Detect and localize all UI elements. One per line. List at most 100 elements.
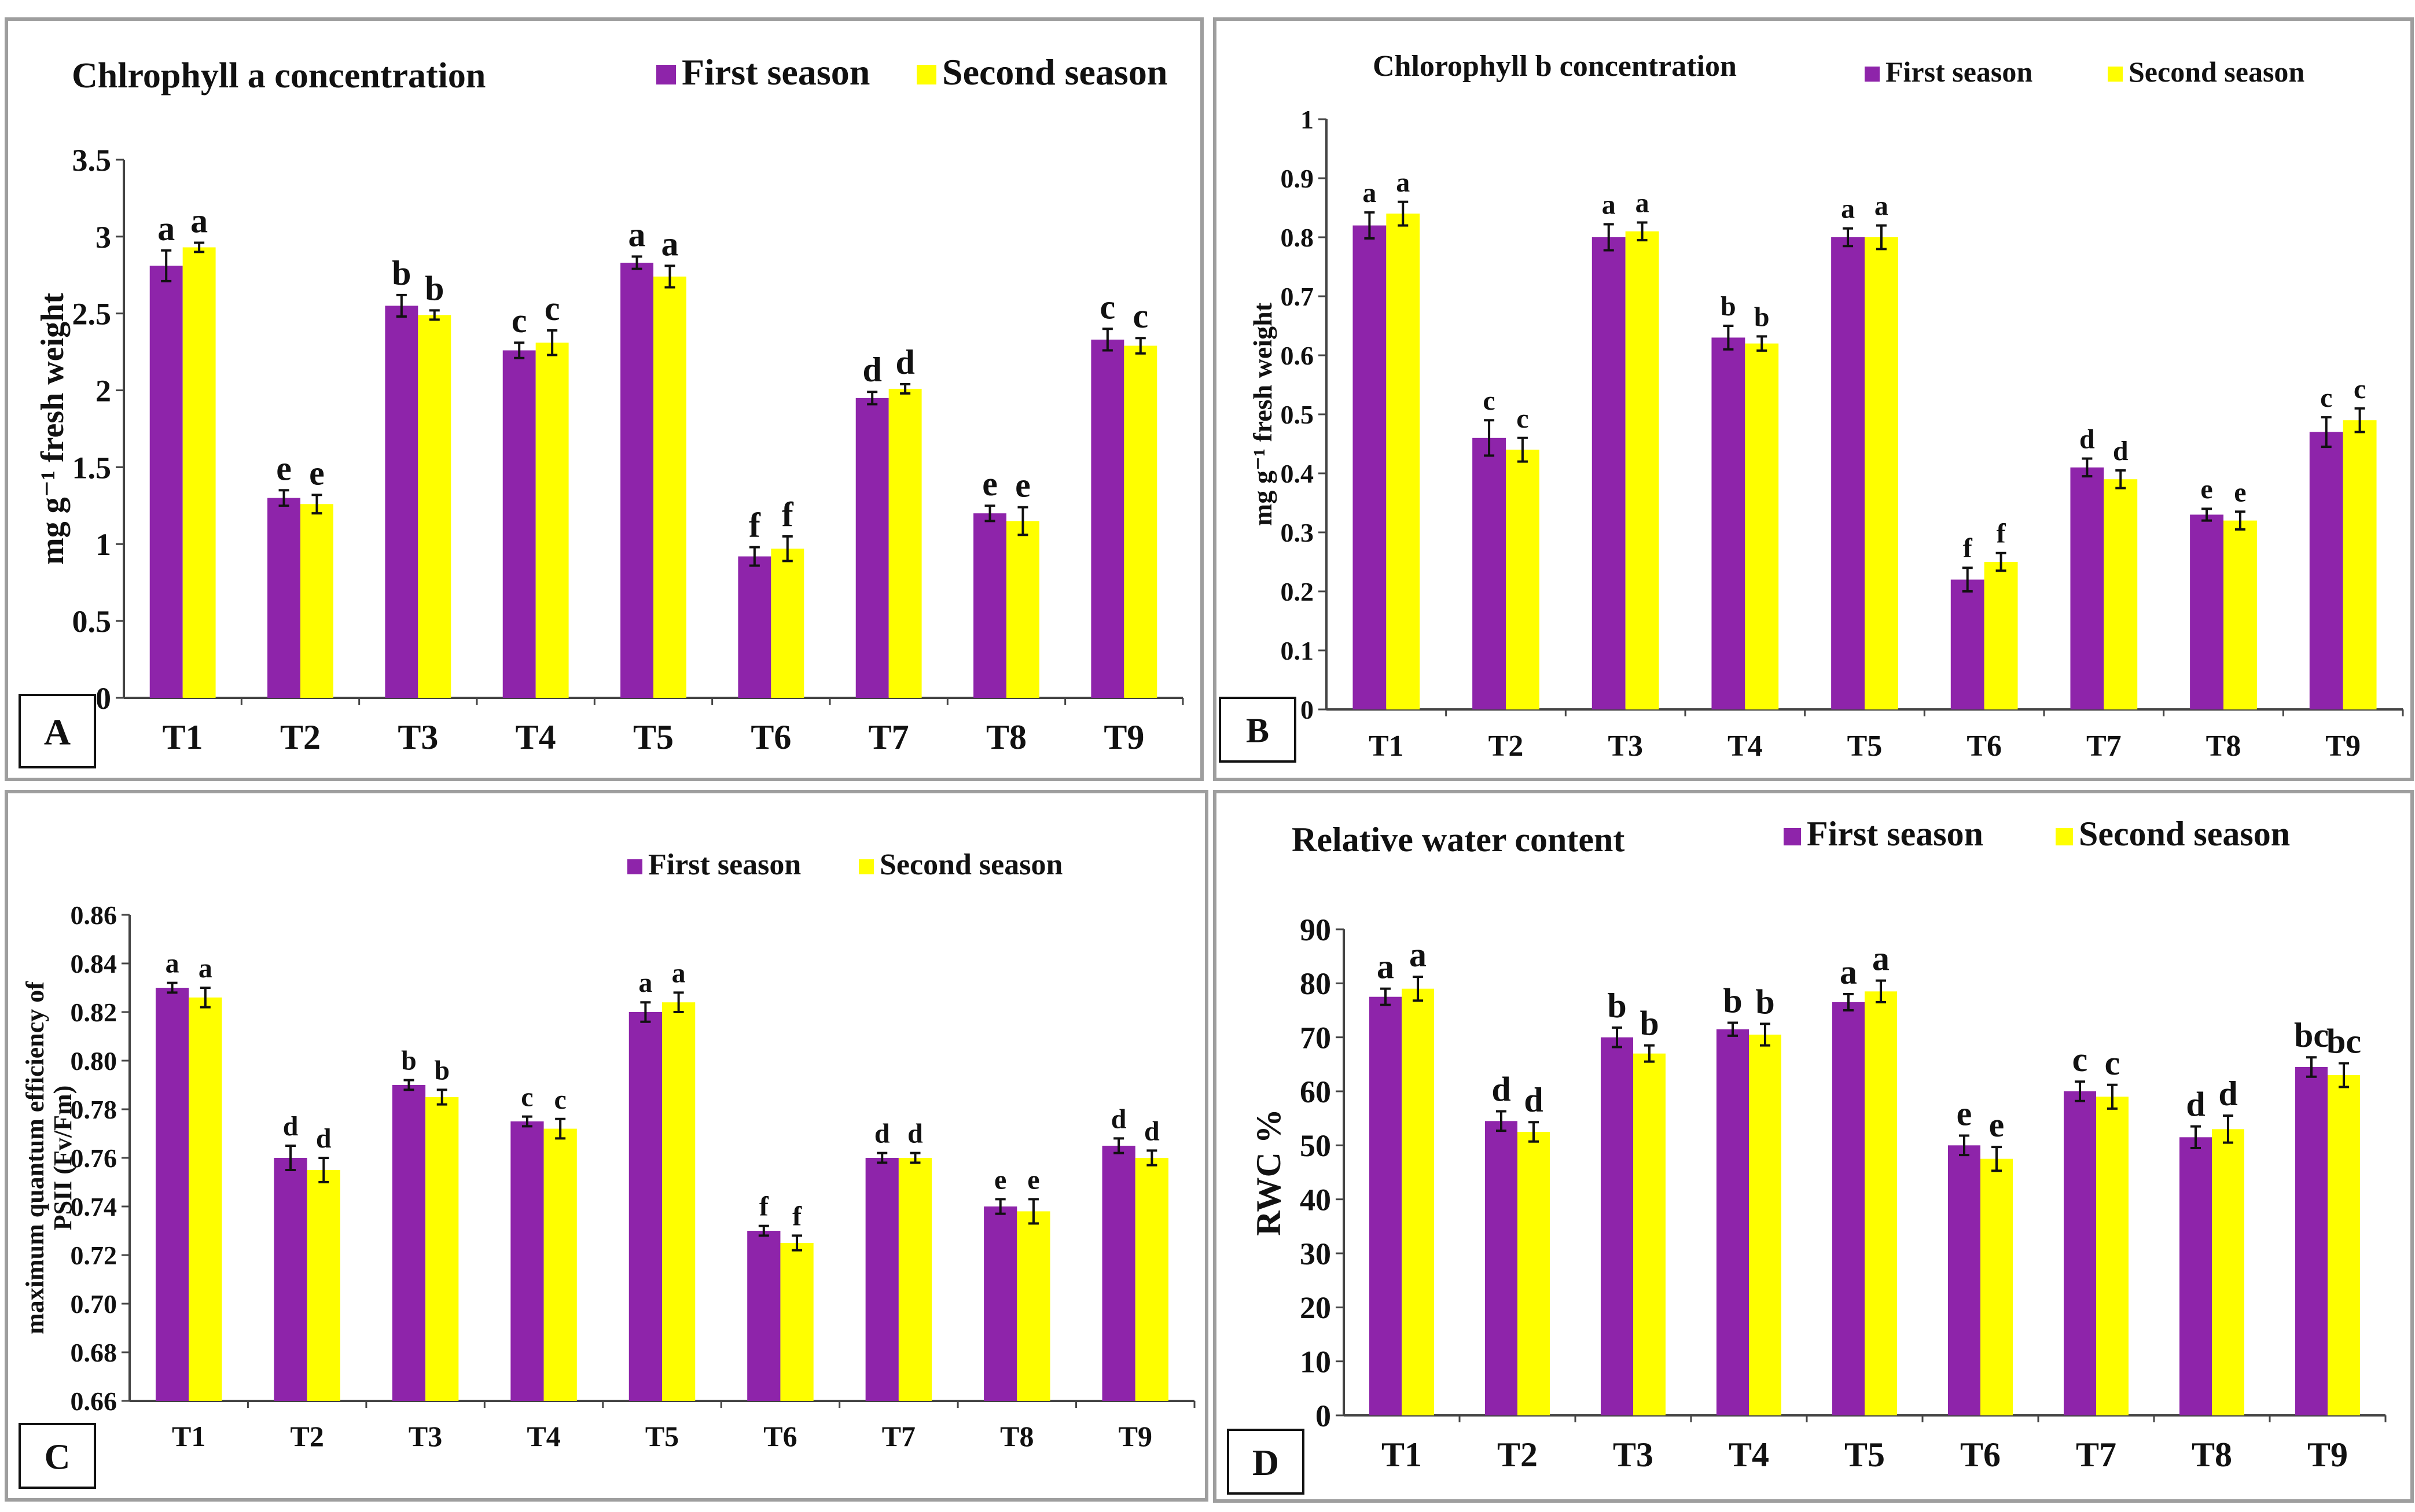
y-tick-label: 0.4 [1281,459,1314,488]
significance-letter: c [545,289,560,328]
bar-second-season [535,343,569,698]
chart-svg: Relative water content First season Second… [1227,815,2387,1495]
significance-letter: d [1111,1103,1127,1134]
significance-letter: d [907,1119,923,1149]
significance-letter: c [512,301,527,340]
y-tick-label: 70 [1300,1021,1331,1055]
y-axis-label: maximum quantum efficiency ofPSII (Fv/Fm… [21,981,77,1334]
bar-second-season [543,1128,577,1401]
significance-letter: b [1607,987,1626,1025]
panel-label-box [19,694,96,768]
significance-letter: f [792,1201,802,1231]
y-tick-label: 3.5 [72,143,112,178]
bar-first-season [1832,1002,1865,1415]
category-label: T4 [527,1420,560,1452]
bar-second-season [771,549,804,698]
legend: First season Second season [1865,56,2304,88]
significance-letter: a [628,215,646,253]
significance-letter: a [157,209,175,248]
y-tick-label: 0 [1300,695,1314,724]
significance-letter: bc [2326,1022,2361,1060]
y-tick-label: 0.3 [1281,518,1314,547]
panel-label: A [44,712,71,753]
category-label: T7 [2086,730,2122,763]
y-tick-label: 60 [1300,1075,1331,1109]
bar-second-season [307,1170,340,1401]
significance-letter: c [521,1082,533,1113]
category-label: T9 [2307,1436,2348,1474]
significance-letter: b [1721,291,1736,322]
bar-first-season [2309,432,2343,709]
significance-letter: f [749,506,761,545]
y-tick-label: 1 [1300,105,1314,134]
bar-first-season [2190,514,2223,709]
bar-second-season [1402,988,1434,1415]
significance-letter: c [1516,403,1528,434]
bar-first-season [620,263,653,698]
chart-title: Chlrophyll a concentration [72,56,486,95]
significance-letter: d [316,1123,332,1154]
legend-swatch [917,65,936,84]
significance-letter: d [863,351,882,389]
y-tick-label: 0.9 [1281,164,1314,193]
bar-second-season [1625,231,1659,709]
category-label: T8 [2206,730,2241,763]
bar-first-season [1591,237,1626,709]
category-label: T1 [1369,730,1404,763]
y-tick-label: 0.7 [1281,282,1314,311]
bar-second-season [1017,1211,1050,1401]
legend: First season Second season [627,848,1063,881]
bar-second-season [1865,991,1897,1415]
bar-first-season [1948,1145,1980,1415]
significance-letter: a [672,958,686,988]
significance-letter: a [638,967,652,998]
bar-first-season [855,398,889,698]
category-label: T2 [1497,1436,1538,1474]
bar-second-season [1506,450,1539,709]
bar-second-season [1517,1132,1550,1415]
category-label: T9 [1119,1420,1152,1452]
bar-first-season [155,988,189,1401]
category-label: T3 [398,718,438,756]
bar-first-season [973,513,1006,698]
bar-first-season [502,350,536,698]
y-tick-label: 0.66 [71,1386,117,1416]
significance-letter: a [1409,936,1427,974]
y-tick-label: 30 [1300,1237,1331,1271]
bar-second-season [662,1002,696,1401]
y-tick-label: 0.78 [71,1095,117,1124]
category-label: T1 [172,1420,205,1452]
significance-letter: b [1755,983,1774,1021]
bar-second-season [300,504,333,698]
bar-second-season [2212,1129,2244,1415]
chart-panel-a: Chlrophyll a concentration First season Se… [5,17,1204,781]
y-axis-label: RWC % [1249,1109,1288,1236]
y-tick-label: 0.8 [1281,223,1314,252]
significance-letter: a [1377,948,1394,986]
chart-svg: First season Second season maximum quantum… [19,848,1196,1489]
category-label: T6 [763,1420,797,1452]
legend-label: Second season [2079,815,2290,853]
bar-first-season [2179,1137,2212,1415]
legend: First season Second season [656,51,1167,93]
bar-first-season [1950,579,1984,709]
significance-letter: e [1015,466,1031,505]
significance-letter: b [1723,981,1742,1020]
legend-swatch [627,859,642,874]
chart-svg: Chlorophyll b concentration First season S… [1219,50,2404,763]
y-axis-label: mg g⁻¹ fresh weight [35,293,71,565]
significance-letter: a [1840,953,1857,991]
significance-letter: c [1483,385,1495,416]
chart-title: Relative water content [1292,821,1624,859]
bar-first-season [274,1158,307,1401]
significance-letter: bc [2294,1016,2329,1054]
bar-second-season [653,276,686,698]
bar-second-season [2096,1097,2129,1415]
y-tick-label: 1.5 [72,450,112,485]
bar-first-season [149,266,183,698]
y-tick-label: 50 [1300,1128,1331,1163]
significance-letter: d [2079,424,2095,455]
y-tick-label: 0.70 [71,1289,117,1319]
legend-label: First season [1807,815,1983,853]
bar-second-season [1124,345,1157,698]
